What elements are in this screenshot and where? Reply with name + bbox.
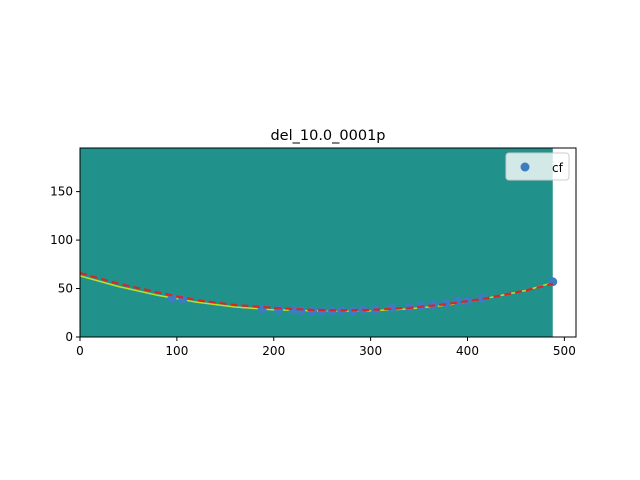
image-background: [80, 148, 553, 337]
scatter-point: [317, 307, 327, 317]
x-tick-label: 500: [553, 344, 576, 358]
scatter-point: [441, 298, 451, 308]
legend-marker: [520, 162, 530, 172]
scatter-point: [296, 306, 306, 316]
scatter-point: [477, 293, 487, 303]
x-tick-label: 200: [262, 344, 285, 358]
chart-title: del_10.0_0001p: [270, 128, 385, 144]
axes-frame: [79, 147, 577, 338]
scatter-point: [274, 305, 284, 315]
scatter-point: [288, 305, 298, 315]
x-tick-label: 300: [359, 344, 382, 358]
legend-box: [505, 152, 570, 181]
legend: cf: [505, 152, 570, 181]
plot-area: 0 100 200 300 400 500 0 50 100 150: [50, 147, 577, 358]
x-tick-label: 100: [165, 344, 188, 358]
x-tick-label: 0: [76, 344, 84, 358]
legend-label: cf: [552, 161, 564, 175]
y-tick-label: 50: [58, 282, 73, 296]
y-tick-label: 100: [50, 233, 73, 247]
y-tick-label: 150: [50, 185, 73, 199]
y-tick-label: 0: [65, 330, 73, 344]
scatter-point: [387, 303, 397, 313]
x-tick-label: 400: [456, 344, 479, 358]
